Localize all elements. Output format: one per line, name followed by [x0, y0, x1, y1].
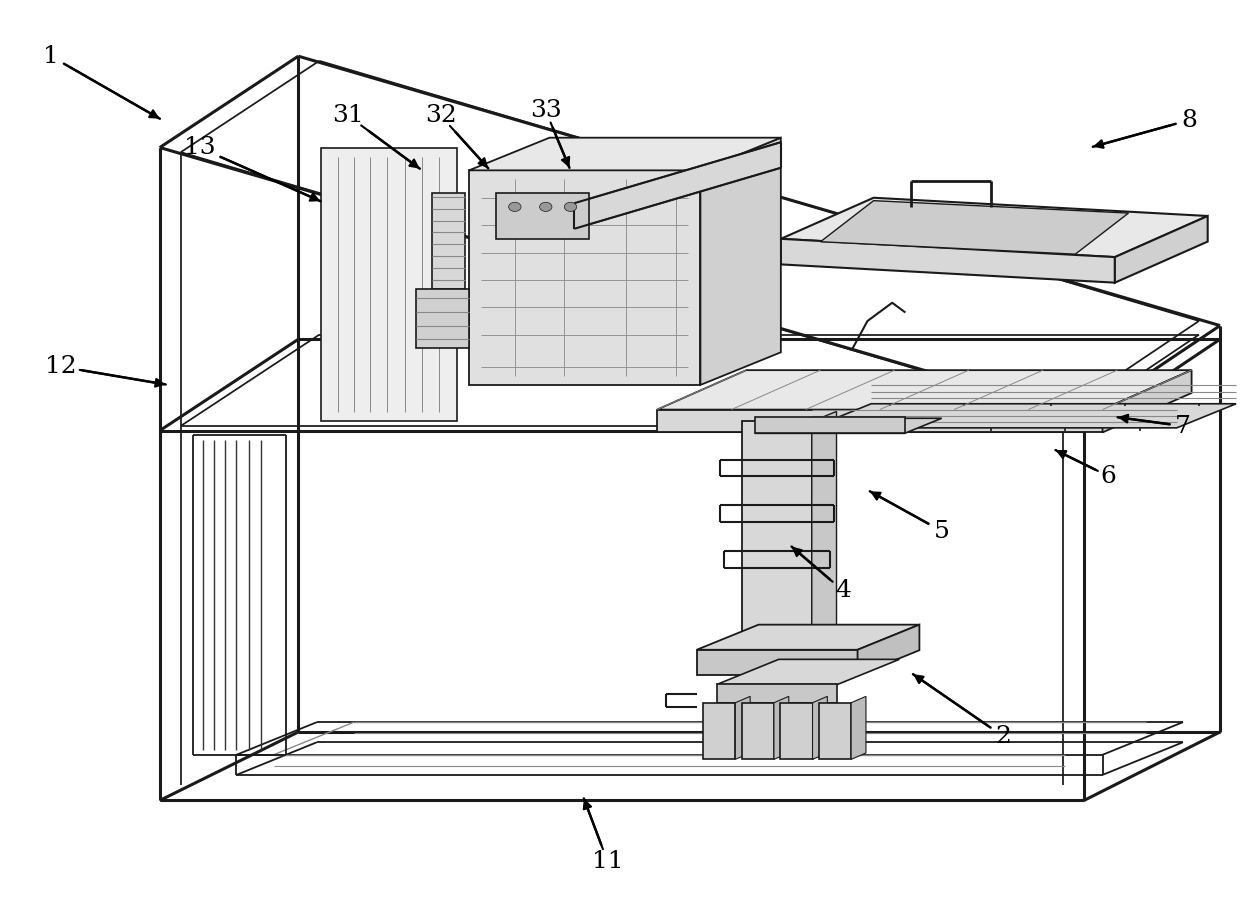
Text: 31: 31	[332, 104, 420, 169]
Text: 13: 13	[184, 136, 320, 202]
Polygon shape	[321, 147, 456, 421]
Polygon shape	[657, 370, 1192, 409]
Text: 1: 1	[43, 45, 160, 119]
Text: 4: 4	[791, 547, 851, 602]
Polygon shape	[469, 170, 701, 385]
Polygon shape	[415, 289, 469, 348]
Polygon shape	[717, 660, 899, 684]
Polygon shape	[1102, 370, 1192, 432]
Polygon shape	[781, 239, 1115, 283]
Text: 6: 6	[1055, 450, 1117, 487]
Text: 11: 11	[584, 799, 624, 873]
Polygon shape	[780, 703, 812, 759]
Polygon shape	[781, 198, 1208, 257]
Circle shape	[539, 202, 552, 212]
Polygon shape	[735, 696, 750, 759]
Text: 33: 33	[529, 100, 569, 168]
Polygon shape	[703, 703, 735, 759]
Polygon shape	[774, 696, 789, 759]
Polygon shape	[812, 404, 1236, 428]
Polygon shape	[469, 137, 781, 170]
Polygon shape	[755, 417, 904, 433]
Polygon shape	[697, 649, 858, 675]
Polygon shape	[812, 411, 837, 649]
Circle shape	[508, 202, 521, 212]
Polygon shape	[743, 421, 812, 649]
Polygon shape	[697, 625, 919, 649]
Polygon shape	[851, 696, 866, 759]
Polygon shape	[858, 625, 919, 675]
Circle shape	[564, 202, 577, 212]
Polygon shape	[812, 696, 827, 759]
Polygon shape	[432, 193, 465, 289]
Polygon shape	[701, 137, 781, 385]
Text: 7: 7	[1117, 415, 1190, 438]
Polygon shape	[657, 409, 1102, 432]
Polygon shape	[717, 684, 837, 703]
Text: 5: 5	[870, 491, 950, 542]
Polygon shape	[755, 419, 941, 433]
Polygon shape	[821, 201, 1128, 254]
Polygon shape	[1115, 216, 1208, 283]
Polygon shape	[496, 193, 589, 239]
Text: 8: 8	[1092, 109, 1197, 147]
Polygon shape	[818, 703, 851, 759]
Text: 32: 32	[425, 104, 489, 169]
Polygon shape	[574, 142, 781, 229]
Text: 12: 12	[45, 355, 166, 385]
Polygon shape	[742, 703, 774, 759]
Text: 2: 2	[913, 674, 1012, 748]
